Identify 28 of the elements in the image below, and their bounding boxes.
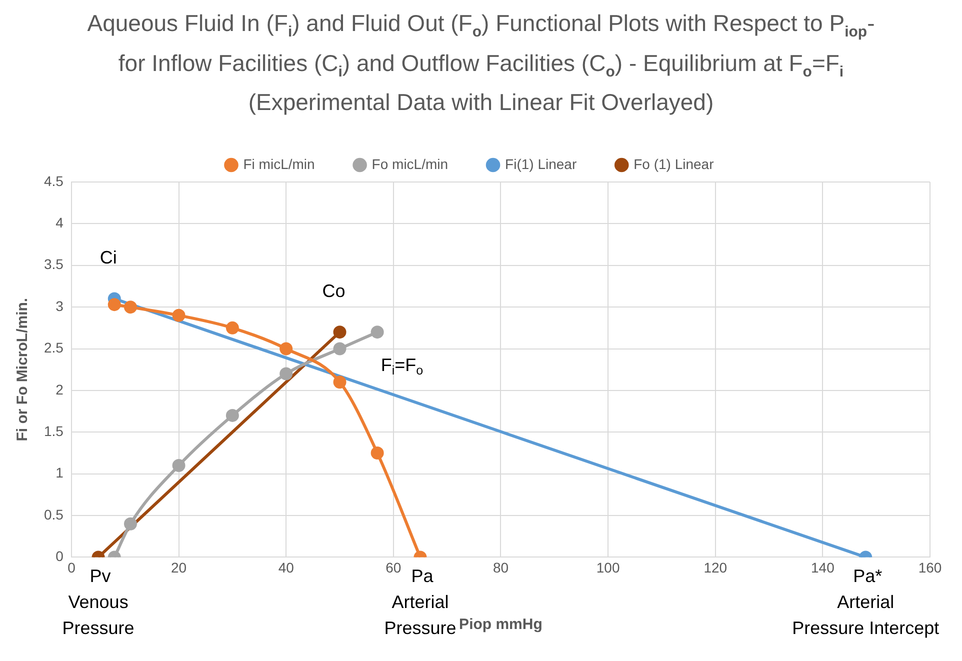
x-tick-label: 160: [918, 560, 942, 576]
legend-label: Fi micL/min: [243, 156, 315, 172]
x-tick-label: 0: [68, 560, 76, 576]
annotation: Ci: [100, 248, 117, 268]
y-tick-label: 1.5: [44, 423, 64, 440]
y-tick-label: 2.5: [44, 340, 64, 356]
x-tick-label: 20: [170, 560, 187, 576]
legend-label: Fo micL/min: [372, 156, 448, 172]
y-tick-label: 2: [56, 381, 64, 398]
legend-label: Fo (1) Linear: [634, 156, 714, 172]
y-tick-label: 3.5: [44, 256, 64, 272]
x-tick-label: 100: [596, 560, 620, 576]
x-tick-label: 120: [704, 560, 728, 576]
annotation: Co: [322, 281, 346, 302]
chart-title: Aqueous Fluid In (F$_{i}$) and Fluid Out (F$_{o}$) Functional Plots with Respect to P$_{iop}$- for Inflow Facilities (C$_{i}$) and Outflow Facilities (C$_{o}$) - Equilibrium at F$_{o}$=F$_{i}$ (Experimental Data with Linear Fit Overlayed): [87, 10, 875, 116]
y-tick-label: 3: [56, 298, 64, 314]
x-tick-label: 140: [811, 560, 835, 576]
y-axis-title: Fi or Fo MicroL/min.: [14, 298, 32, 442]
y-tick-label: 0.5: [44, 506, 64, 523]
y-tick-label: 0: [56, 548, 64, 564]
x-tick-label: 40: [278, 560, 294, 576]
x-axis-title: Piop mmHg: [459, 616, 542, 634]
y-tick-label: 4.5: [44, 173, 64, 190]
legend-label: Fi(1) Linear: [505, 156, 577, 172]
x-tick-label: 60: [386, 560, 402, 576]
y-tick-label: 4: [56, 214, 64, 231]
x-tick-label: 80: [492, 560, 509, 576]
y-tick-label: 1: [56, 464, 64, 481]
